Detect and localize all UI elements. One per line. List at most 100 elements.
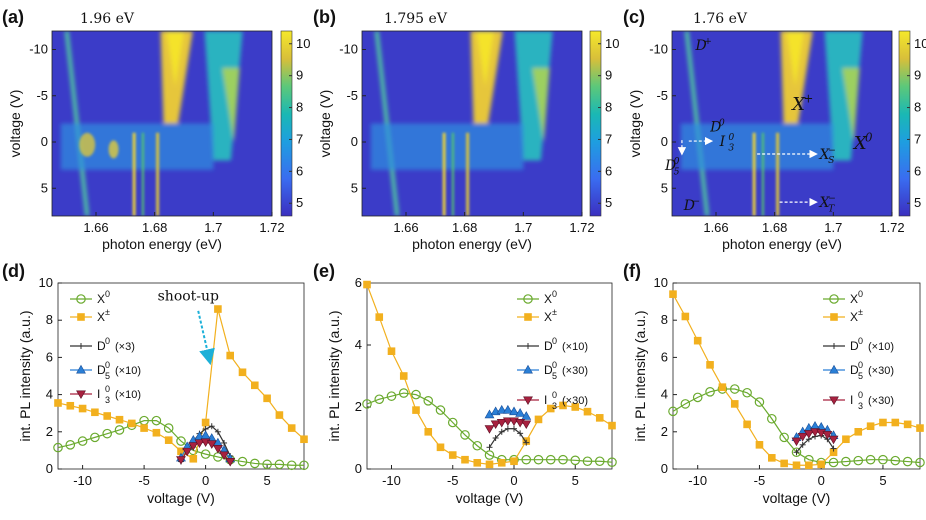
data-point-Xpm (681, 312, 690, 321)
heatmap-label-D0: D0 (709, 117, 725, 135)
heatmap-label-D0-base: D (709, 119, 721, 135)
colorbar-tick-label: 8 (296, 100, 303, 115)
data-point-X0 (386, 391, 397, 401)
data-point-I03 (496, 419, 507, 428)
data-point-I03 (219, 451, 229, 461)
data-point-X0 (299, 460, 309, 471)
heatmap-label-D−: D− (683, 196, 700, 214)
x-tick-label: 1.66 (703, 220, 728, 235)
heatmap-label-X−S-sup: − (828, 145, 836, 156)
heatmap-label-X−S: X−S (818, 145, 835, 166)
heatmap-label-X0-sup: 0 (865, 130, 873, 144)
legend-entry-sub: 3 (552, 401, 557, 411)
x-tick-label: -10 (688, 473, 707, 488)
legend-entry: X (97, 292, 105, 306)
data-point-I03 (212, 445, 223, 454)
colorbar-tick-label: 5 (605, 195, 612, 210)
data-point-X0 (262, 459, 272, 470)
data-point-X0 (853, 455, 864, 466)
data-point-Xpm (693, 336, 702, 345)
legend-entry: X (97, 310, 105, 324)
legend-entry: D (97, 339, 106, 353)
heatmap-label-I03-sup: 0 (728, 132, 734, 143)
data-point-Xpm (583, 407, 592, 416)
data-point-Xpm (546, 404, 555, 413)
shoot-up-arrow (197, 310, 215, 366)
y-tick-label: 6 (46, 349, 53, 364)
data-point-Xpm (608, 421, 616, 430)
legend-entry-sup: 0 (858, 336, 863, 346)
excitation-energy-title: 1.96 eV (80, 11, 135, 27)
data-point-X0 (411, 389, 421, 400)
y-tick-label: 0 (661, 134, 668, 149)
data-point-Xpm (571, 403, 580, 411)
data-point-Xpm (485, 460, 494, 469)
data-point-X0 (250, 458, 260, 469)
x-tick-label: 5 (263, 473, 270, 488)
panel-label: (d) (2, 261, 25, 281)
heatmap-image (52, 31, 272, 216)
y-tick-label: 5 (41, 180, 48, 195)
legend-entry: D (850, 363, 859, 377)
data-point-X0 (374, 394, 385, 405)
x-tick-label: -5 (138, 473, 150, 488)
data-point-I03 (502, 417, 513, 426)
heatmap-label-X−T-sup: − (828, 193, 836, 204)
data-point-X0 (460, 430, 470, 440)
series-Xpm (363, 280, 616, 469)
legend-swatch-marker (76, 390, 86, 399)
legend-entry-sup: 0 (105, 384, 110, 394)
heatmap-label-D05-sub: 5 (674, 166, 680, 177)
legend-swatch-marker (831, 343, 837, 349)
data-point-Xpm (287, 424, 296, 432)
series-X0 (668, 384, 925, 468)
feature-neutral-band (370, 123, 524, 170)
data-point-Xpm (497, 459, 506, 467)
legend-entry-sup: 0 (858, 390, 863, 400)
data-point-D0 (486, 444, 493, 451)
y-tick-label: 4 (661, 387, 668, 402)
data-point-Xpm (730, 400, 739, 408)
data-point-Xpm (78, 404, 87, 413)
data-point-I03 (188, 442, 199, 451)
colorbar-tick-label: 5 (296, 195, 303, 210)
heatmap-label-D−-base: D (683, 198, 695, 214)
data-point-I03 (176, 456, 186, 465)
legend-entry: X (850, 310, 858, 324)
heatmap-label-X0: X0 (852, 130, 873, 154)
feature-x0-core (532, 68, 550, 142)
data-point-X0 (362, 399, 372, 409)
colorbar (898, 30, 911, 217)
series-D05 (484, 404, 532, 420)
data-point-D0 (830, 445, 837, 452)
y-tick-label: 8 (46, 312, 53, 327)
y-tick-label: 5 (351, 180, 358, 195)
data-point-Xpm (103, 412, 111, 420)
legend-entry-note: (×10) (115, 365, 141, 377)
data-point-I03 (194, 439, 205, 448)
y-axis-label: int. PL intensity (a.u.) (632, 311, 648, 442)
y-tick-label: 10 (39, 275, 53, 290)
data-point-Xpm (152, 428, 161, 437)
data-point-X0 (692, 392, 703, 403)
heatmap-lines (442, 132, 470, 216)
data-point-X0 (484, 450, 495, 460)
data-point-X0 (533, 454, 544, 465)
data-point-X0 (754, 397, 765, 407)
feature-x0-core (842, 68, 860, 142)
data-point-Xpm (226, 351, 234, 360)
y-tick-label: 0 (351, 134, 358, 149)
data-point-Xpm (263, 394, 271, 403)
data-point-D0 (214, 428, 221, 435)
excitation-energy-title: 1.795 eV (384, 11, 448, 27)
legend-entry-sup: 0 (105, 360, 110, 370)
data-point-X0 (558, 454, 568, 465)
data-point-X0 (53, 442, 63, 453)
colorbar (280, 30, 293, 217)
heatmap-label-I03-sub: 3 (728, 142, 734, 153)
legend-swatch-marker (78, 343, 84, 349)
x-tick-label: -5 (754, 473, 766, 488)
axes-frame (51, 30, 273, 217)
